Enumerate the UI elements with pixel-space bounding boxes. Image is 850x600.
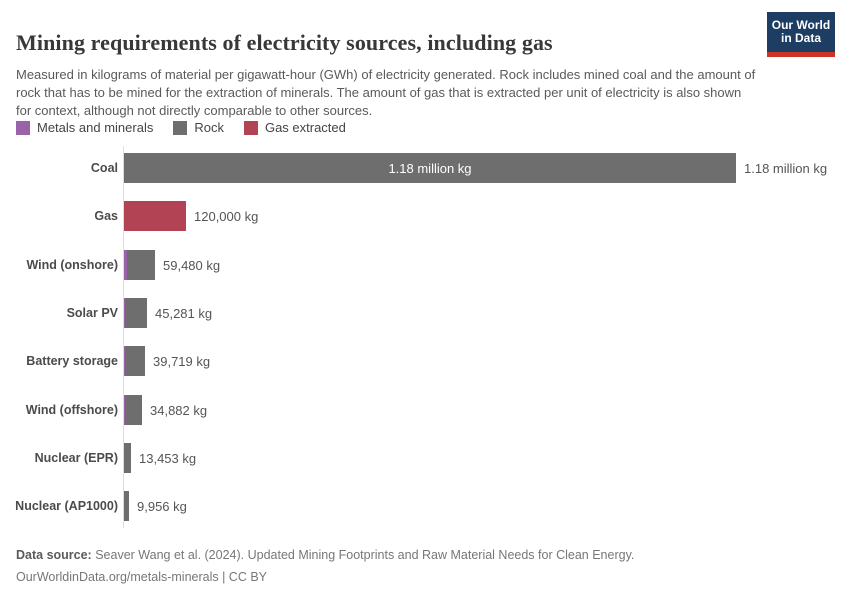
bar-value-label: 59,480 kg — [163, 257, 221, 273]
bar-wind-onshore[interactable] — [124, 250, 155, 280]
data-source-line: Data source: Seaver Wang et al. (2024). … — [16, 544, 816, 566]
data-source-label: Data source: — [16, 548, 92, 562]
category-label: Solar PV — [66, 306, 118, 320]
bar-nuclear-epr[interactable] — [124, 443, 131, 473]
segment-rock — [124, 443, 131, 473]
segment-rock — [124, 491, 129, 521]
segment-metals-and-minerals — [124, 250, 127, 280]
category-label: Wind (onshore) — [26, 258, 118, 272]
segment-metals-and-minerals — [124, 346, 125, 376]
legend-item[interactable]: Metals and minerals — [16, 120, 153, 135]
bar-value-label: 9,956 kg — [137, 498, 187, 514]
legend-swatch-icon — [243, 120, 258, 135]
bar-value-label: 120,000 kg — [194, 208, 259, 224]
category-label: Coal — [90, 161, 118, 175]
category-label: Wind (offshore) — [25, 403, 118, 417]
segment-rock — [125, 298, 147, 328]
category-label: Gas — [94, 209, 118, 223]
bar-value-label: 39,719 kg — [153, 353, 211, 369]
bar-value-label: 34,882 kg — [150, 402, 208, 418]
category-label: Battery storage — [26, 354, 118, 368]
footer: Data source: Seaver Wang et al. (2024). … — [16, 544, 816, 588]
category-label: Nuclear (AP1000) — [15, 499, 118, 513]
license-line: OurWorldinData.org/metals-minerals | CC … — [16, 570, 268, 584]
chart-title: Mining requirements of electricity sourc… — [16, 29, 553, 55]
segment-gas-extracted — [124, 201, 186, 231]
chart-subtitle: Measured in kilograms of material per gi… — [16, 67, 756, 118]
segment-rock — [127, 250, 155, 280]
legend-label: Rock — [194, 120, 224, 135]
legend-swatch-icon — [16, 120, 30, 135]
category-label: Nuclear (EPR) — [34, 451, 118, 465]
bar-inside-value-label: 1.18 million kg — [388, 160, 472, 176]
legend-item[interactable]: Gas extracted — [243, 120, 346, 135]
bar-solar-pv[interactable] — [124, 298, 147, 328]
bar-nuclear-ap1000[interactable] — [124, 491, 129, 521]
legend: Metals and minerals Rock Gas extracted — [16, 120, 346, 135]
segment-rock — [125, 395, 142, 425]
data-source-text: Seaver Wang et al. (2024). Updated Minin… — [91, 548, 635, 562]
bar-battery-storage[interactable] — [124, 346, 145, 376]
y-axis-line — [123, 146, 124, 528]
segment-rock — [124, 153, 736, 183]
legend-item[interactable]: Rock — [173, 120, 224, 135]
legend-label: Gas extracted — [264, 120, 346, 135]
bar-coal[interactable]: 1.18 million kg — [124, 153, 736, 183]
owid-logo-red-strip — [767, 52, 835, 57]
bar-value-label: 13,453 kg — [139, 450, 197, 466]
bar-gas[interactable] — [124, 201, 186, 231]
segment-metals-and-minerals — [124, 298, 125, 328]
bar-value-label: 1.18 million kg — [744, 160, 828, 176]
legend-swatch-icon — [173, 120, 188, 135]
legend-label: Metals and minerals — [37, 120, 154, 135]
segment-rock — [125, 346, 145, 376]
bar-wind-offshore[interactable] — [124, 395, 142, 425]
owid-logo[interactable]: Our World in Data — [767, 12, 835, 57]
owid-logo-text: Our World in Data — [767, 12, 835, 52]
bar-value-label: 45,281 kg — [155, 305, 213, 321]
segment-metals-and-minerals — [124, 395, 125, 425]
